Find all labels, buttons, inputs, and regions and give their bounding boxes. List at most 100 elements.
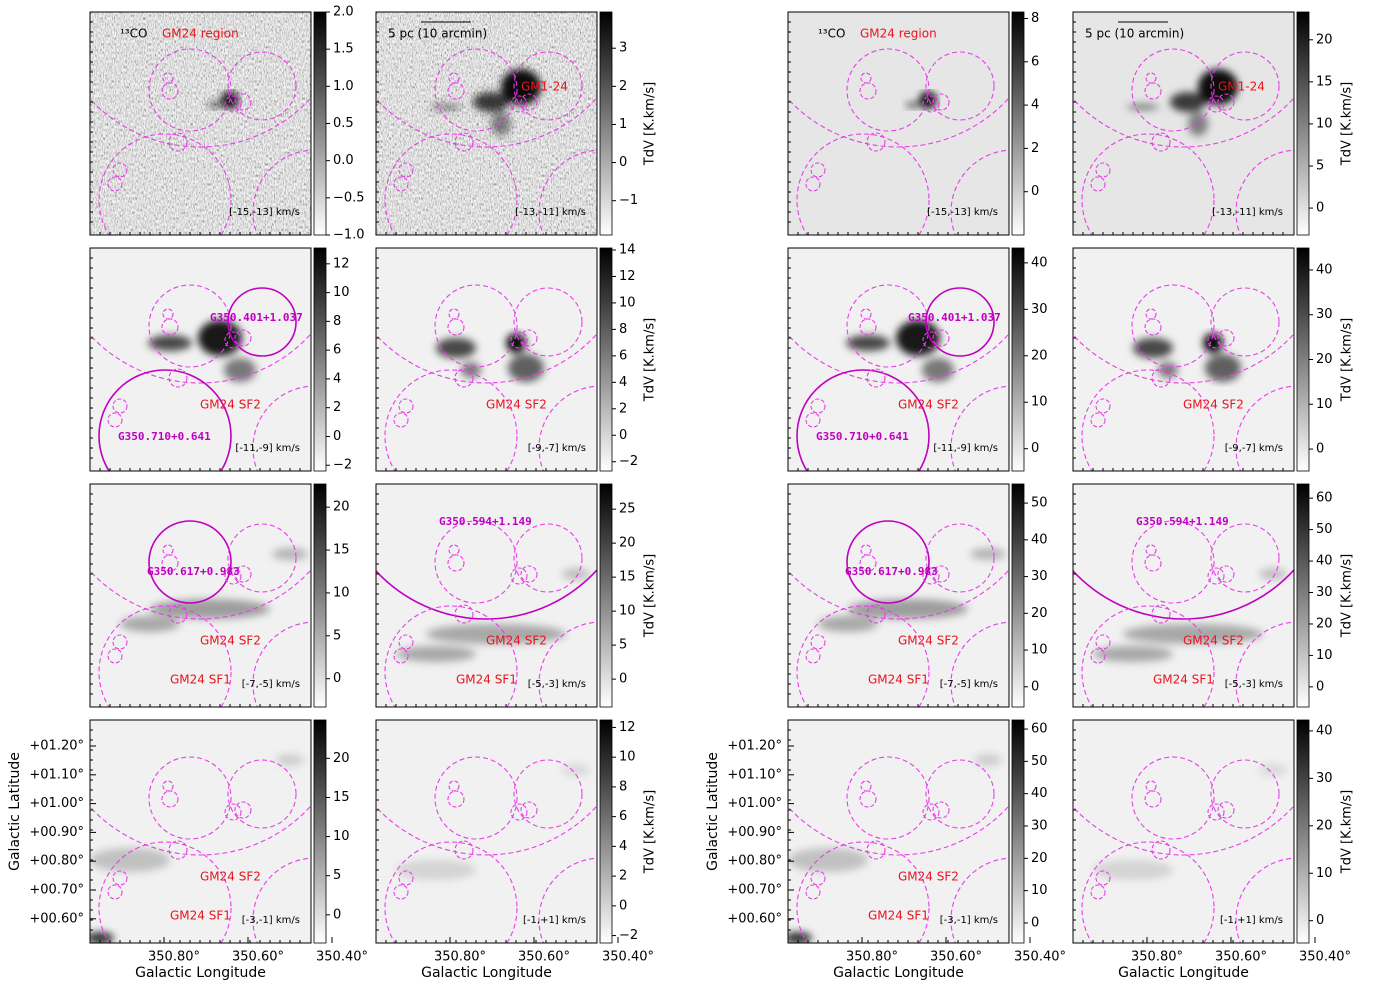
- colorbar-tick-label: 10: [333, 829, 350, 844]
- panel: G350.594+1.149 GM24 SF2 GM24 SF1 [-5,-3] km…: [375, 483, 658, 708]
- region-circle: [1095, 870, 1111, 886]
- region-circle: [161, 318, 179, 336]
- region-circle: [925, 523, 995, 593]
- region-circle: [161, 554, 179, 572]
- colorbar-tick-label: 10: [1031, 643, 1048, 658]
- x-axis-label: Galactic Longitude: [833, 965, 964, 981]
- region-circle: [788, 333, 1009, 384]
- colorbar-tick-label: 20: [1031, 348, 1048, 363]
- x-tick-label: 350.60°: [518, 950, 570, 965]
- annotation: GM24 SF2: [898, 398, 959, 412]
- region-circle: [112, 398, 128, 414]
- region-circle: [384, 605, 518, 707]
- panel: G350.594+1.149 GM24 SF2 GM24 SF1 [-5,-3] km…: [1072, 483, 1355, 708]
- colorbar-tick-label: 10: [619, 295, 636, 310]
- region-circle: [234, 93, 252, 111]
- colorbar-tick-label: 0: [1316, 442, 1324, 457]
- velocity-label: [-13,-11] km/s: [515, 207, 586, 218]
- colorbar-tick-label: 3: [619, 41, 627, 56]
- region-circle: [1090, 884, 1106, 900]
- annotation: GM24 SF1: [868, 673, 929, 687]
- colorbar-tick-label: 10: [1031, 395, 1048, 410]
- colorbar-tick-label: 1.5: [333, 42, 354, 57]
- region-circle: [860, 308, 872, 320]
- colorbar-tick-label: 0: [1316, 201, 1324, 216]
- region-circle: [866, 368, 886, 388]
- region-circle: [1081, 133, 1215, 235]
- annotation: GM24 SF2: [200, 870, 261, 884]
- map: [1073, 248, 1294, 471]
- region-circle: [1207, 331, 1225, 349]
- region-circle: [859, 82, 877, 100]
- emission-blob: [276, 754, 304, 766]
- source-circle: [796, 369, 930, 471]
- region-circle: [1145, 780, 1157, 792]
- emission-blob: [396, 860, 476, 880]
- colorbar-tick-label: 0: [1031, 679, 1039, 694]
- colorbar-tick-label: 2: [619, 79, 627, 94]
- region-circle: [805, 412, 821, 428]
- colorbar-tick-label: 0: [1031, 184, 1039, 199]
- map: [90, 248, 311, 471]
- colorbar-tick-label: 10: [1031, 883, 1048, 898]
- colorbar-tick-label: 60: [1316, 491, 1333, 506]
- region-circle: [168, 604, 188, 624]
- region-circle: [1081, 369, 1215, 471]
- emission-blob: [436, 338, 476, 358]
- region-circle: [161, 790, 179, 808]
- region-circle: [398, 398, 414, 414]
- colorbar-tick-label: 4: [1031, 98, 1039, 113]
- source-circle: [1073, 568, 1294, 620]
- colorbar-tick-label: 40: [1031, 532, 1048, 547]
- annotation: GM24 SF1: [868, 909, 929, 923]
- region-circle: [922, 331, 940, 349]
- region-circle: [112, 162, 128, 178]
- colorbar-tick-label: 20: [1031, 851, 1048, 866]
- region-circle: [398, 870, 414, 886]
- region-circle: [98, 841, 232, 943]
- region-circle: [859, 318, 877, 336]
- y-tick-label: +01.10°: [29, 767, 84, 782]
- region-circle: [1090, 648, 1106, 664]
- source-circle: [846, 520, 930, 604]
- emission: [1127, 69, 1238, 136]
- velocity-label: [-3,-1] km/s: [940, 915, 998, 926]
- region-circle: [513, 51, 583, 121]
- region-circle: [846, 756, 930, 840]
- colorbar-tick-label: 15: [619, 570, 636, 585]
- emission: [1093, 568, 1287, 662]
- emission-blob: [846, 335, 890, 351]
- emission-blob: [501, 69, 541, 105]
- map-background: [1073, 248, 1294, 471]
- colorbar: [1296, 247, 1310, 472]
- colorbar-tick-label: 40: [1316, 554, 1333, 569]
- annotation: GM24 SF2: [1183, 398, 1244, 412]
- region-circle: [1144, 82, 1162, 100]
- annotation: GM24 SF1: [170, 909, 231, 923]
- panel: GM24 SF2 GM24 SF1 [-3,-1] km/s 0 10 20 30 40 50 6…: [705, 719, 1066, 981]
- region-circle: [434, 284, 518, 368]
- colorbar-tick-label: 10: [333, 585, 350, 600]
- map-background: [376, 248, 597, 471]
- x-axis-label: Galactic Longitude: [421, 965, 552, 981]
- region-circle: [447, 790, 465, 808]
- colorbar-tick-label: 5: [619, 638, 627, 653]
- x-tick-label: 350.60°: [1215, 950, 1267, 965]
- velocity-label: [-5,-3] km/s: [528, 679, 586, 690]
- annotation: GM24 SF1: [1153, 673, 1214, 687]
- region-circle: [1131, 48, 1215, 132]
- source-circle: [376, 568, 597, 620]
- emission-blob: [90, 932, 114, 943]
- annotation: G350.617+0.983: [147, 565, 240, 578]
- colorbar-tick-label: 12: [619, 720, 636, 735]
- region-circle: [866, 604, 886, 624]
- region-circle: [398, 634, 414, 650]
- region-circle: [510, 567, 528, 585]
- region-circle: [513, 287, 583, 357]
- region-circle: [810, 398, 826, 414]
- region-circle: [538, 857, 597, 943]
- colorbar: [599, 247, 613, 472]
- colorbar-tick-label: 30: [1031, 569, 1048, 584]
- emission-blob: [1133, 338, 1173, 358]
